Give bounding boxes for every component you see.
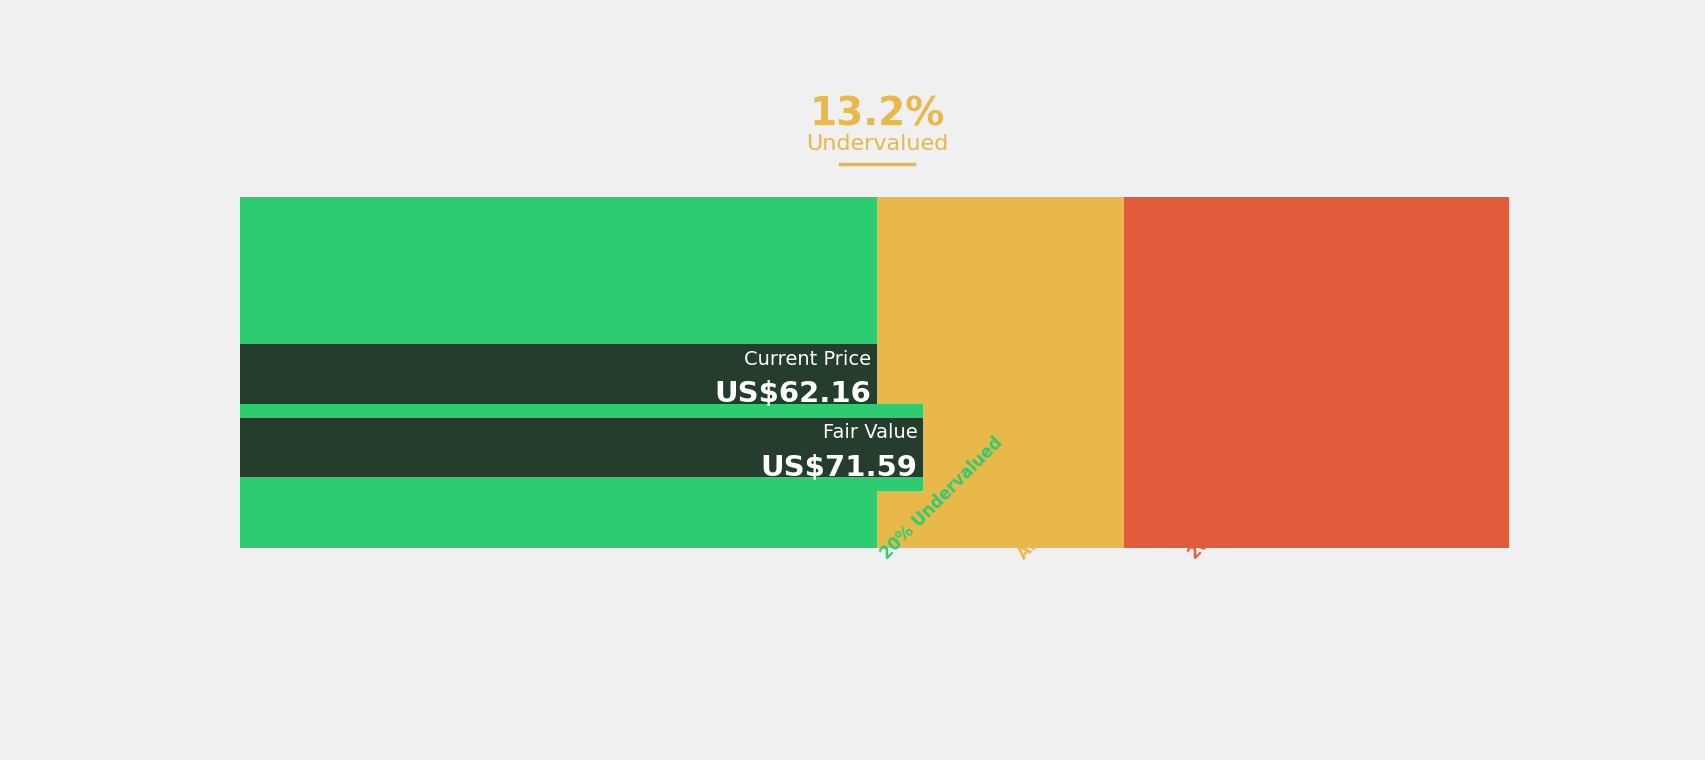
Bar [239,418,922,477]
Bar [239,197,876,548]
Text: 13.2%: 13.2% [808,96,945,134]
Text: Current Price: Current Price [743,350,871,369]
Text: Fair Value: Fair Value [822,423,917,442]
Text: US$71.59: US$71.59 [760,454,917,482]
Bar [239,404,876,418]
Bar [1124,197,1509,548]
Text: About Right: About Right [1013,471,1105,563]
Bar [876,197,1124,548]
Bar [239,404,922,418]
Text: Undervalued: Undervalued [805,134,948,154]
Text: US$62.16: US$62.16 [714,380,871,408]
Bar [239,330,876,344]
Bar [239,477,922,492]
Text: 20% Overvalued: 20% Overvalued [1185,442,1306,563]
Bar [239,344,876,404]
Text: 20% Undervalued: 20% Undervalued [876,434,1006,563]
